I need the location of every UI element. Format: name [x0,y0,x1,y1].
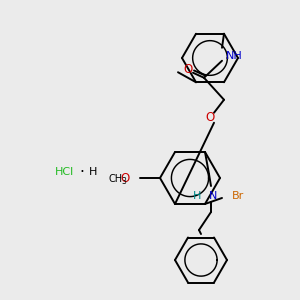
Text: O: O [206,111,214,124]
Text: 3: 3 [122,178,126,187]
Text: O: O [183,63,193,76]
Text: H: H [193,191,201,201]
Text: HCl: HCl [56,167,75,177]
Text: CH: CH [109,174,123,184]
Text: O: O [121,172,130,184]
Text: Br: Br [232,191,244,201]
Text: ·: · [80,164,84,179]
Text: NH: NH [226,51,243,61]
Text: N: N [209,191,218,201]
Text: H: H [89,167,97,177]
